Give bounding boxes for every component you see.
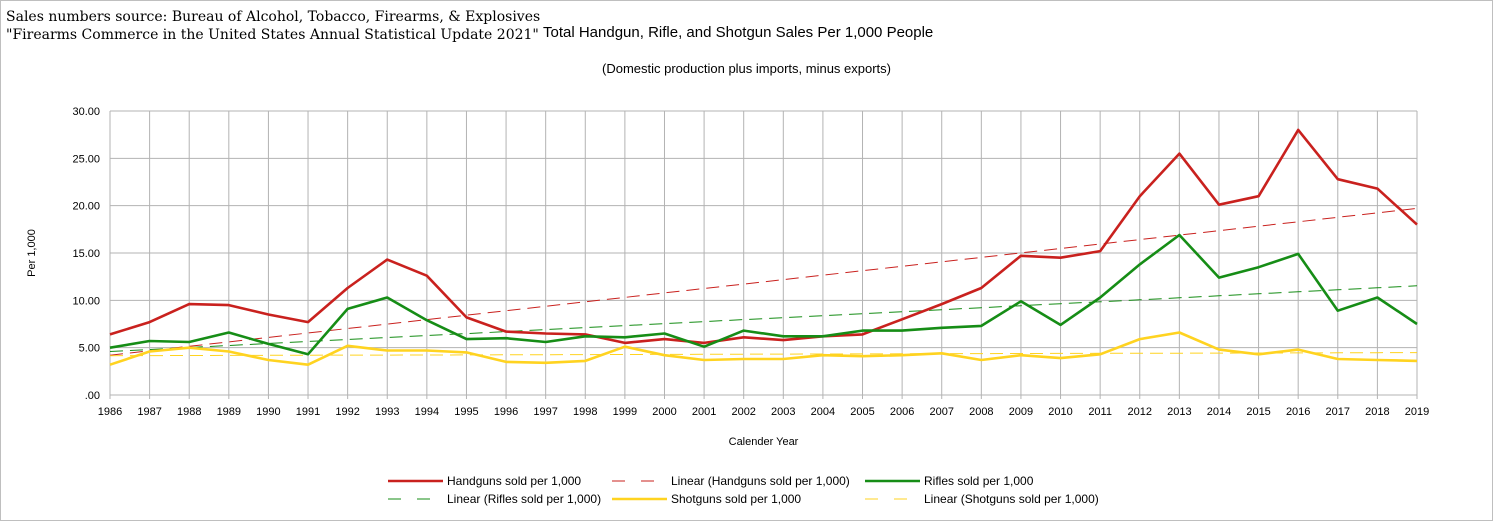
y-tick-label: 15.00 (72, 248, 100, 260)
series-line-3 (109, 285, 1418, 352)
legend-label-5: Linear (Shotguns sold per 1,000) (924, 492, 1099, 506)
x-tick-label: 1994 (415, 406, 439, 418)
x-tick-label: 2003 (771, 406, 795, 418)
legend-label-2: Rifles sold per 1,000 (924, 474, 1034, 488)
x-tick-label: 1987 (137, 406, 161, 418)
x-tick-label: 2004 (811, 406, 835, 418)
x-tick-label: 1997 (533, 406, 557, 418)
x-tick-label: 2016 (1286, 406, 1310, 418)
x-tick-label: 2014 (1207, 406, 1231, 418)
y-tick-label: .00 (85, 390, 100, 402)
x-tick-label: 2007 (929, 406, 953, 418)
legend-label-1: Linear (Handguns sold per 1,000) (671, 474, 850, 488)
chart-title: Total Handgun, Rifle, and Shotgun Sales … (543, 24, 934, 41)
source-line-2: "Firearms Commerce in the United States … (6, 27, 539, 43)
x-tick-label: 2000 (652, 406, 676, 418)
x-axis-label: Calender Year (729, 436, 799, 448)
series-line-2 (109, 233, 1418, 356)
x-tick-label: 2017 (1326, 406, 1350, 418)
x-tick-label: 2002 (731, 406, 755, 418)
chart-subtitle: (Domestic production plus imports, minus… (602, 61, 891, 76)
x-tick-label: 2006 (890, 406, 914, 418)
x-tick-label: 1995 (454, 406, 478, 418)
y-tick-label: 20.00 (72, 201, 100, 213)
x-tick-label: 2013 (1167, 406, 1191, 418)
legend-label-4: Shotguns sold per 1,000 (671, 492, 801, 506)
y-tick-label: 10.00 (72, 295, 100, 307)
series-line-5 (109, 352, 1418, 357)
x-tick-label: 1990 (256, 406, 280, 418)
x-tick-label: 1993 (375, 406, 399, 418)
x-tick-label: 1986 (98, 406, 122, 418)
x-tick-label: 2001 (692, 406, 716, 418)
x-tick-label: 1992 (335, 406, 359, 418)
x-tick-label: 1988 (177, 406, 201, 418)
x-tick-label: 2009 (1009, 406, 1033, 418)
y-tick-label: 5.00 (79, 343, 100, 355)
y-tick-label: 25.00 (72, 153, 100, 165)
x-tick-label: 2005 (850, 406, 874, 418)
x-tick-label: 1996 (494, 406, 518, 418)
y-axis-label: Per 1,000 (26, 229, 38, 277)
source-line-1: Sales numbers source: Bureau of Alcohol,… (6, 9, 541, 25)
series-line-4 (109, 331, 1418, 367)
x-tick-label: 2015 (1246, 406, 1270, 418)
x-tick-label: 1989 (217, 406, 241, 418)
x-tick-label: 1991 (296, 406, 320, 418)
x-tick-label: 1998 (573, 406, 597, 418)
x-tick-label: 2010 (1048, 406, 1072, 418)
x-tick-label: 2008 (969, 406, 993, 418)
y-tick-label: 30.00 (72, 106, 100, 118)
legend-label-0: Handguns sold per 1,000 (447, 474, 581, 488)
series-line-0 (109, 128, 1418, 345)
x-tick-label: 2018 (1365, 406, 1389, 418)
x-tick-label: 2011 (1088, 406, 1112, 418)
x-tick-label: 2012 (1128, 406, 1152, 418)
x-tick-label: 2019 (1405, 406, 1429, 418)
legend-label-3: Linear (Rifles sold per 1,000) (447, 492, 601, 506)
x-tick-label: 1999 (613, 406, 637, 418)
